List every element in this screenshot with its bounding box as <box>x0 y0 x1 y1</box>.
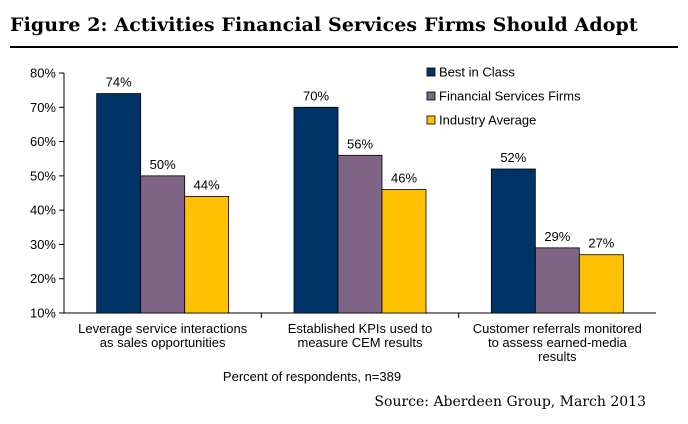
category-label: Leverage service interactions <box>78 321 248 336</box>
source-note: Source: Aberdeen Group, March 2013 <box>374 394 646 410</box>
x-axis-title: Percent of respondents, n=389 <box>223 369 401 384</box>
data-label: 29% <box>544 229 570 244</box>
bar <box>534 247 580 314</box>
data-label: 50% <box>150 157 176 172</box>
y-tick-label: 50% <box>30 168 56 183</box>
data-label: 70% <box>303 88 329 103</box>
data-label: 27% <box>588 236 614 251</box>
data-label: 56% <box>347 136 373 151</box>
bar <box>490 168 536 314</box>
y-tick-label: 60% <box>30 134 56 149</box>
bar <box>184 196 230 314</box>
y-tick-label: 10% <box>30 306 56 321</box>
data-label: 52% <box>500 150 526 165</box>
category-label: Customer referrals monitored <box>473 321 642 336</box>
legend-swatch <box>426 67 436 77</box>
y-tick-label: 40% <box>30 203 56 218</box>
bar <box>293 106 339 314</box>
figure-title: Figure 2: Activities Financial Services … <box>10 14 638 36</box>
legend-label: Financial Services Firms <box>439 89 581 104</box>
data-label: 74% <box>106 75 132 90</box>
bar <box>140 175 186 314</box>
legend-swatch <box>426 91 436 101</box>
category-label: measure CEM results <box>298 335 423 350</box>
y-tick-label: 20% <box>30 271 56 286</box>
data-label: 46% <box>391 171 417 186</box>
legend-swatch <box>426 115 436 125</box>
title-divider <box>10 46 678 48</box>
legend-label: Industry Average <box>439 113 536 128</box>
category-label: to assess earned-media <box>488 335 628 350</box>
y-tick-label: 70% <box>30 100 56 115</box>
bar <box>578 254 624 314</box>
category-label: results <box>538 349 577 364</box>
y-tick-label: 80% <box>30 66 56 81</box>
y-tick-label: 30% <box>30 237 56 252</box>
category-label: Established KPIs used to <box>288 321 433 336</box>
category-label: as sales opportunities <box>100 335 226 350</box>
legend-label: Best in Class <box>439 65 515 80</box>
bar <box>96 93 142 314</box>
data-label: 44% <box>194 177 220 192</box>
bar <box>337 154 383 314</box>
bar <box>381 189 427 314</box>
